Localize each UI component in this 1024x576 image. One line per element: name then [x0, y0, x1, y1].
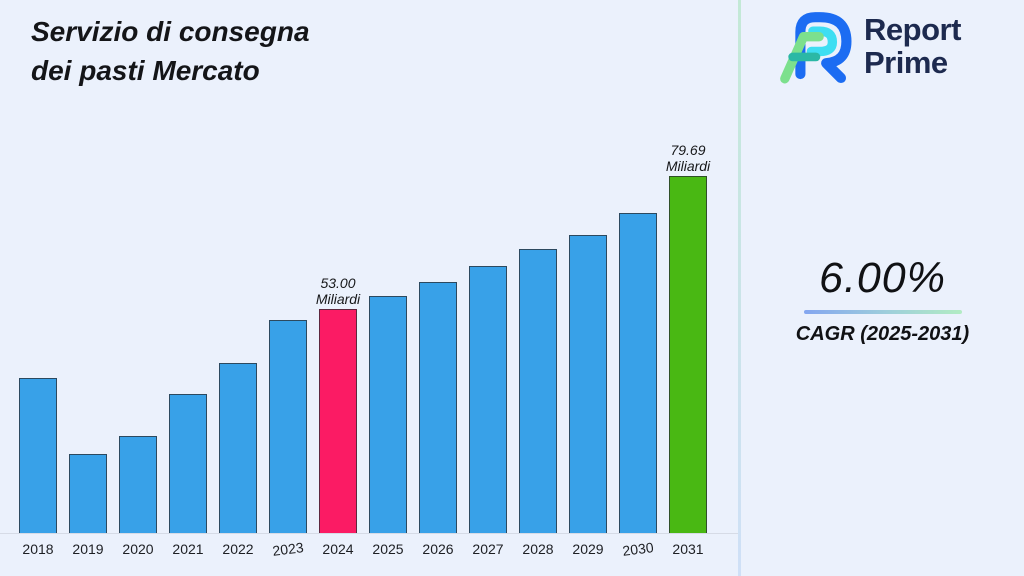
- brand: Report Prime: [777, 6, 961, 86]
- x-tick-2029: 2029: [572, 541, 604, 557]
- x-axis-tick-labels: 2018 2019 2020 2021 2022 2023 2024 2025 2026 2027…: [19, 539, 707, 559]
- bar-2031: 79.69 Miliardi: [666, 142, 710, 533]
- x-tick-2018: 2018: [22, 541, 54, 557]
- cagr-underline: [803, 310, 962, 314]
- bar-chart: Servizio di consegna dei pasti Mercato 53…: [0, 12, 738, 559]
- x-tick-2023: 2023: [271, 539, 305, 559]
- bar-2030: [619, 213, 657, 533]
- bar-2018: [19, 378, 57, 533]
- x-tick-2022: 2022: [222, 541, 254, 557]
- x-tick-2030: 2030: [621, 539, 655, 559]
- x-tick-2027: 2027: [472, 541, 504, 557]
- bar-2026: [419, 282, 457, 533]
- bar-2019: [69, 454, 107, 533]
- bar-2029: [569, 235, 607, 533]
- brand-name-line2: Prime: [864, 45, 948, 80]
- bar-2027: [469, 266, 507, 533]
- side-panel: Report Prime 6.00% CAGR (2025-2031): [741, 0, 1024, 576]
- bar-2028: [519, 249, 557, 533]
- x-axis-line: [0, 533, 738, 534]
- brand-name: Report Prime: [864, 13, 961, 79]
- bar-2023: [269, 320, 307, 533]
- x-tick-2024: 2024: [322, 541, 354, 557]
- cagr-block: 6.00% CAGR (2025-2031): [741, 254, 1024, 346]
- x-tick-2020: 2020: [122, 541, 154, 557]
- bar-series: 53.00 Miliardi 79.69 Miliardi: [19, 142, 710, 533]
- page-title-line2: dei pasti Mercato: [31, 55, 260, 86]
- bar-2021: [169, 394, 207, 533]
- x-tick-2019: 2019: [72, 541, 104, 557]
- bar-2022: [219, 363, 257, 533]
- brand-name-line1: Report: [864, 12, 961, 47]
- cagr-value: 6.00%: [819, 254, 946, 302]
- x-tick-2025: 2025: [372, 541, 404, 557]
- vertical-divider: [738, 0, 741, 576]
- page-title: Servizio di consegna dei pasti Mercato: [31, 12, 310, 90]
- bar-2025: [369, 296, 407, 533]
- bar-2024: 53.00 Miliardi: [316, 275, 360, 533]
- x-tick-2031: 2031: [672, 541, 704, 557]
- page-title-line1: Servizio di consegna: [31, 16, 310, 47]
- bar-2020: [119, 436, 157, 533]
- report-prime-logo-icon: [780, 12, 852, 84]
- x-tick-2026: 2026: [422, 541, 454, 557]
- x-tick-2028: 2028: [522, 541, 554, 557]
- bar-value-label-2031: 79.69 Miliardi: [665, 142, 711, 174]
- cagr-label: CAGR (2025-2031): [795, 323, 970, 345]
- x-tick-2021: 2021: [172, 541, 204, 557]
- bar-value-label-2024: 53.00 Miliardi: [315, 275, 361, 307]
